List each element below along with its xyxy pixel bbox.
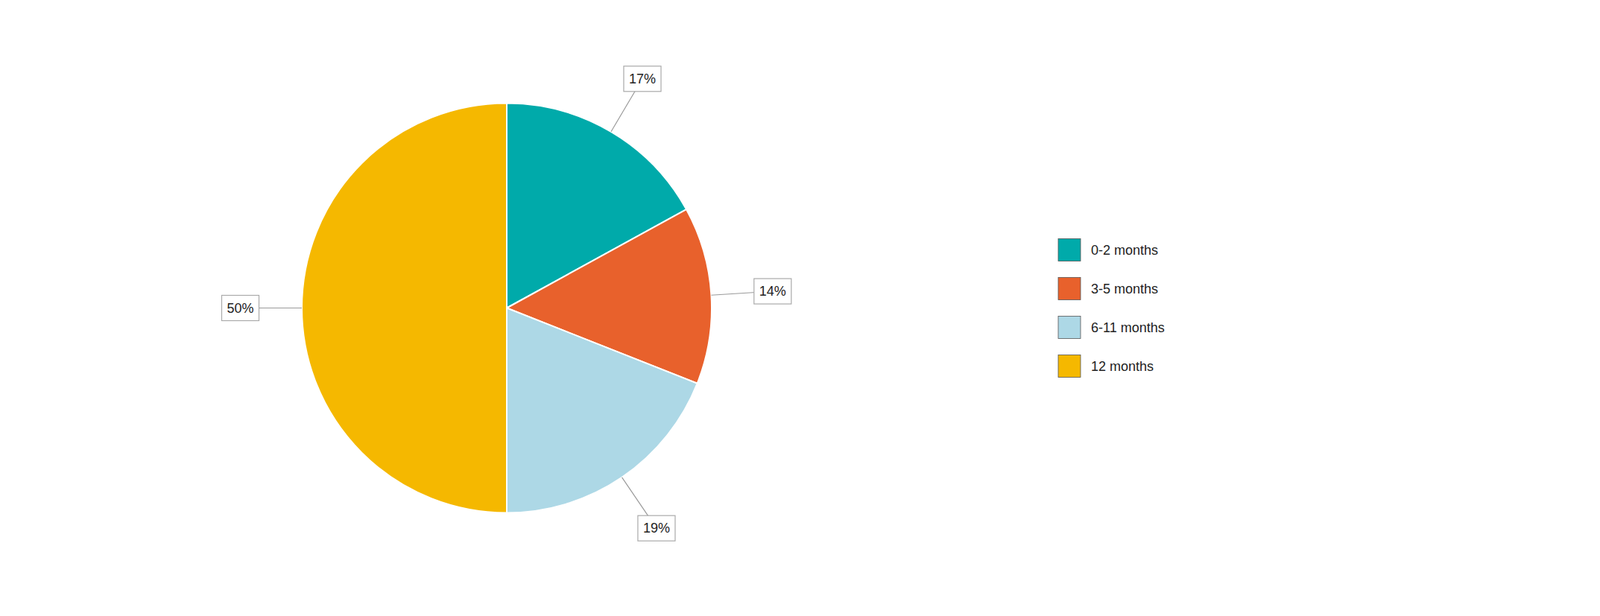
legend-label: 6-11 months: [1091, 320, 1165, 336]
data-label: 50%: [226, 301, 254, 316]
legend-label: 3-5 months: [1091, 281, 1159, 297]
label-box: [637, 515, 676, 542]
data-label: 19%: [643, 520, 670, 536]
legend-label: 0-2 months: [1091, 242, 1159, 258]
legend-swatch: [1058, 239, 1081, 262]
data-label: 17%: [628, 71, 656, 87]
legend-swatch: [1058, 355, 1081, 378]
label-box: [754, 278, 792, 305]
data-label: 14%: [759, 283, 787, 299]
label-box: [623, 66, 662, 92]
slices: [301, 103, 712, 514]
legend: 0-2 months 3-5 months 6-11 months 12 months: [1058, 239, 1165, 378]
slice: [301, 103, 507, 514]
legend-swatch: [1058, 277, 1081, 301]
legend-swatch: [1058, 316, 1081, 340]
label-box: [221, 295, 259, 322]
data-labels: 17% 14% 19% 50%: [221, 66, 791, 542]
chart: 17% 14% 19% 50% 0-2 months 3-5 months 6-11 mon…: [0, 0, 1600, 616]
legend-label: 12 months: [1091, 359, 1154, 375]
slice: [506, 308, 698, 514]
